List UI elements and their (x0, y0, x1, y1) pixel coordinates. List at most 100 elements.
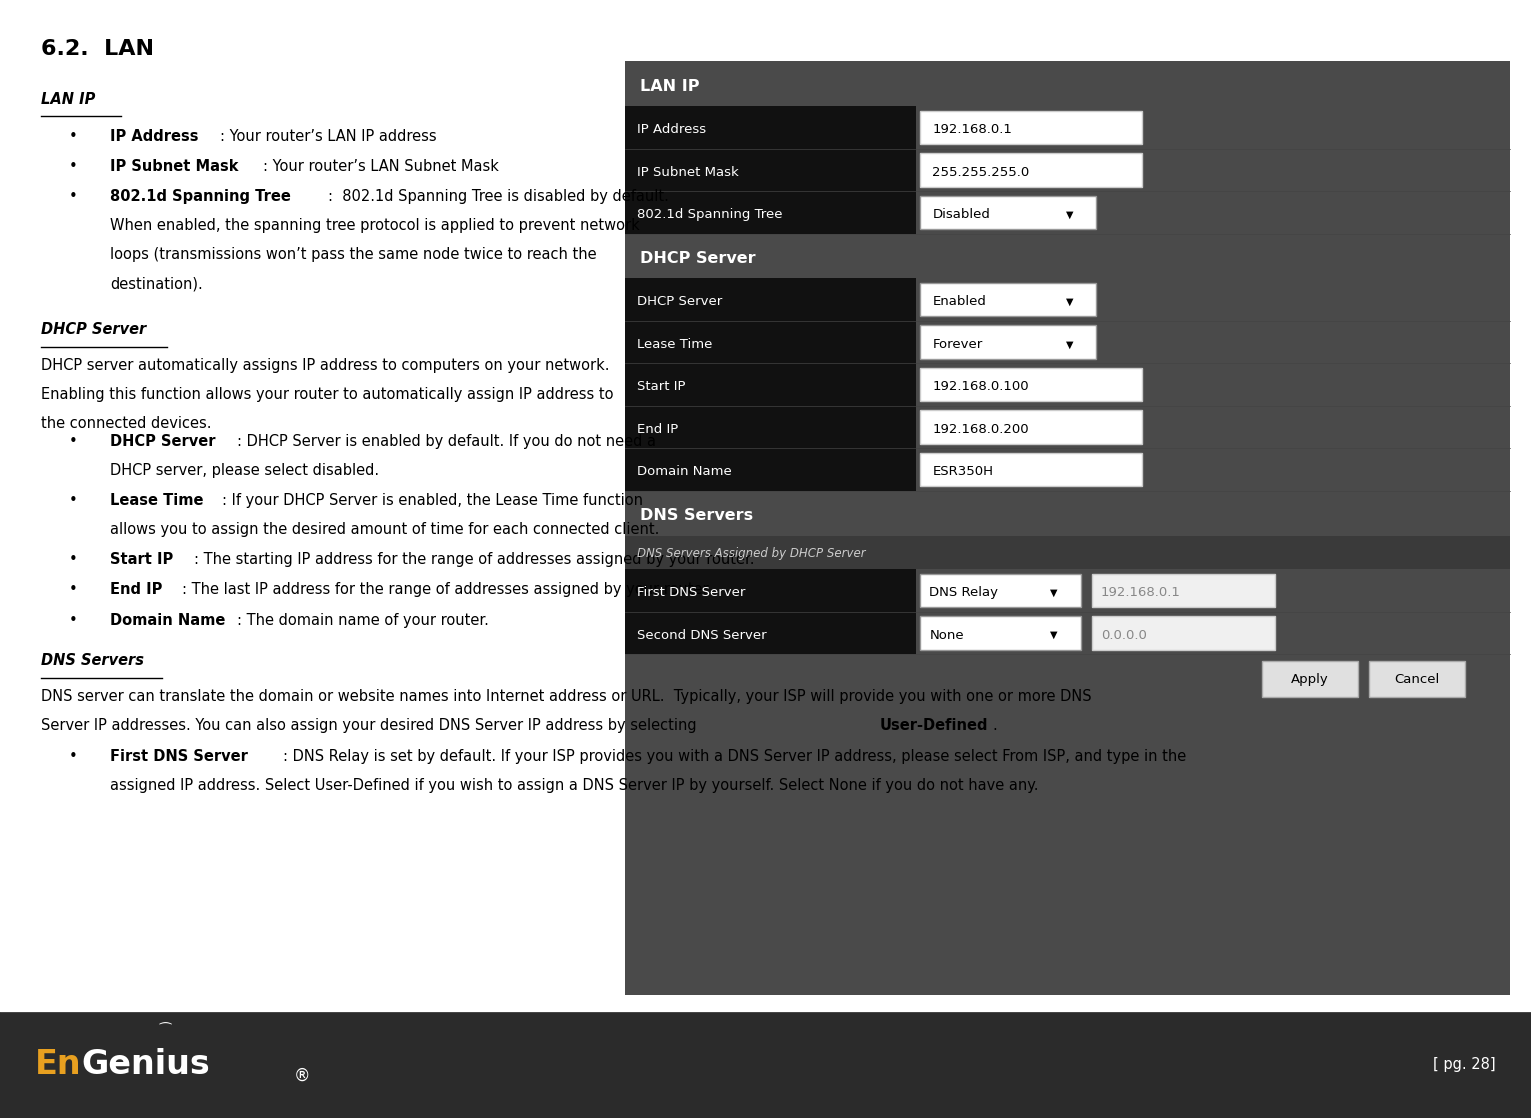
FancyBboxPatch shape (625, 149, 916, 191)
Text: : If your DHCP Server is enabled, the Lease Time function: : If your DHCP Server is enabled, the Le… (222, 493, 643, 508)
FancyBboxPatch shape (920, 616, 1081, 650)
FancyBboxPatch shape (625, 61, 1510, 995)
Text: End IP: End IP (110, 582, 162, 597)
FancyBboxPatch shape (625, 234, 1510, 278)
FancyBboxPatch shape (625, 191, 916, 234)
Text: First DNS Server: First DNS Server (110, 749, 248, 764)
Text: First DNS Server: First DNS Server (637, 586, 746, 599)
Text: [ pg. 28]: [ pg. 28] (1433, 1058, 1496, 1072)
Text: ▼: ▼ (1066, 340, 1073, 349)
FancyBboxPatch shape (1092, 574, 1275, 607)
Text: IP Subnet Mask: IP Subnet Mask (110, 159, 239, 173)
Text: ▼: ▼ (1050, 588, 1058, 597)
FancyBboxPatch shape (920, 410, 1142, 444)
FancyBboxPatch shape (625, 106, 916, 149)
Text: •: • (69, 189, 78, 203)
Text: assigned IP address. Select User-Defined if you wish to assign a DNS Server IP b: assigned IP address. Select User-Defined… (110, 778, 1038, 793)
FancyBboxPatch shape (920, 153, 1142, 187)
FancyBboxPatch shape (625, 321, 916, 363)
Text: :  802.1d Spanning Tree is disabled by default.: : 802.1d Spanning Tree is disabled by de… (328, 189, 669, 203)
Text: DHCP server, please select disabled.: DHCP server, please select disabled. (110, 463, 380, 477)
Text: Start IP: Start IP (110, 552, 173, 567)
Text: .: . (992, 718, 997, 732)
FancyBboxPatch shape (0, 1012, 1531, 1118)
Text: •: • (69, 582, 78, 597)
Text: DHCP server automatically assigns IP address to computers on your network.: DHCP server automatically assigns IP add… (41, 358, 609, 372)
FancyBboxPatch shape (920, 283, 1096, 316)
Text: 802.1d Spanning Tree: 802.1d Spanning Tree (637, 208, 782, 221)
FancyBboxPatch shape (920, 368, 1142, 401)
Text: •: • (69, 434, 78, 448)
Text: ▼: ▼ (1066, 297, 1073, 306)
Text: DHCP Server: DHCP Server (110, 434, 216, 448)
FancyBboxPatch shape (625, 448, 916, 491)
Text: LAN IP: LAN IP (640, 78, 700, 94)
Text: IP Address: IP Address (637, 123, 706, 136)
Text: the connected devices.: the connected devices. (41, 416, 211, 430)
Text: DNS Relay: DNS Relay (929, 586, 998, 599)
Text: : DHCP Server is enabled by default. If you do not need a: : DHCP Server is enabled by default. If … (237, 434, 657, 448)
Text: DHCP Server: DHCP Server (41, 322, 147, 337)
Text: DNS Servers Assigned by DHCP Server: DNS Servers Assigned by DHCP Server (637, 547, 865, 560)
FancyBboxPatch shape (920, 325, 1096, 359)
Text: Forever: Forever (932, 338, 983, 351)
Text: None: None (929, 628, 965, 642)
FancyBboxPatch shape (1092, 616, 1275, 650)
Text: DHCP Server: DHCP Server (640, 250, 756, 266)
Text: Apply: Apply (1291, 673, 1329, 686)
Text: Lease Time: Lease Time (637, 338, 712, 351)
Text: 802.1d Spanning Tree: 802.1d Spanning Tree (110, 189, 291, 203)
FancyBboxPatch shape (625, 569, 916, 612)
FancyBboxPatch shape (625, 536, 1510, 569)
Text: 0.0.0.0: 0.0.0.0 (1101, 628, 1147, 642)
Text: When enabled, the spanning tree protocol is applied to prevent network: When enabled, the spanning tree protocol… (110, 218, 640, 233)
Text: Domain Name: Domain Name (637, 465, 732, 479)
Text: 192.168.0.1: 192.168.0.1 (1101, 586, 1180, 599)
Text: destination).: destination). (110, 276, 204, 291)
Text: •: • (69, 129, 78, 143)
FancyBboxPatch shape (920, 574, 1081, 607)
Text: IP Address: IP Address (110, 129, 199, 143)
FancyBboxPatch shape (920, 453, 1142, 486)
Text: 192.168.0.100: 192.168.0.100 (932, 380, 1029, 394)
Text: •: • (69, 613, 78, 627)
Text: Genius: Genius (81, 1049, 210, 1081)
Text: 255.255.255.0: 255.255.255.0 (932, 165, 1030, 179)
Text: ESR350H: ESR350H (932, 465, 994, 479)
Text: DNS Servers: DNS Servers (41, 653, 144, 667)
Text: 6.2.  LAN: 6.2. LAN (41, 39, 155, 59)
Text: LAN IP: LAN IP (41, 92, 96, 106)
Text: •: • (69, 493, 78, 508)
Text: ®: ® (294, 1067, 311, 1086)
Text: Second DNS Server: Second DNS Server (637, 628, 767, 642)
Text: Start IP: Start IP (637, 380, 686, 394)
FancyBboxPatch shape (625, 363, 916, 406)
Text: Lease Time: Lease Time (110, 493, 204, 508)
Text: : The last IP address for the range of addresses assigned by your router.: : The last IP address for the range of a… (182, 582, 712, 597)
Text: Disabled: Disabled (932, 208, 991, 221)
Text: Server IP addresses. You can also assign your desired DNS Server IP address by s: Server IP addresses. You can also assign… (41, 718, 701, 732)
FancyBboxPatch shape (920, 196, 1096, 229)
Text: : DNS Relay is set by default. If your ISP provides you with a DNS Server IP add: : DNS Relay is set by default. If your I… (283, 749, 1187, 764)
Text: Enabled: Enabled (932, 295, 986, 309)
Text: Domain Name: Domain Name (110, 613, 225, 627)
Text: •: • (69, 159, 78, 173)
Text: User-Defined: User-Defined (879, 718, 987, 732)
FancyBboxPatch shape (920, 111, 1142, 144)
Text: ▼: ▼ (1050, 631, 1058, 639)
Text: DHCP Server: DHCP Server (637, 295, 723, 309)
Text: : Your router’s LAN IP address: : Your router’s LAN IP address (220, 129, 436, 143)
Text: •: • (69, 552, 78, 567)
Text: allows you to assign the desired amount of time for each connected client.: allows you to assign the desired amount … (110, 522, 660, 537)
Text: ▼: ▼ (1066, 210, 1073, 219)
Text: 192.168.0.1: 192.168.0.1 (932, 123, 1012, 136)
Text: 192.168.0.200: 192.168.0.200 (932, 423, 1029, 436)
Text: •: • (69, 749, 78, 764)
Text: Enabling this function allows your router to automatically assign IP address to: Enabling this function allows your route… (41, 387, 614, 401)
Text: Cancel: Cancel (1395, 673, 1439, 686)
Text: DNS server can translate the domain or website names into Internet address or UR: DNS server can translate the domain or w… (41, 689, 1092, 703)
Text: DNS Servers: DNS Servers (640, 508, 753, 523)
Text: : Your router’s LAN Subnet Mask: : Your router’s LAN Subnet Mask (263, 159, 499, 173)
FancyBboxPatch shape (625, 612, 916, 654)
Text: IP Subnet Mask: IP Subnet Mask (637, 165, 738, 179)
